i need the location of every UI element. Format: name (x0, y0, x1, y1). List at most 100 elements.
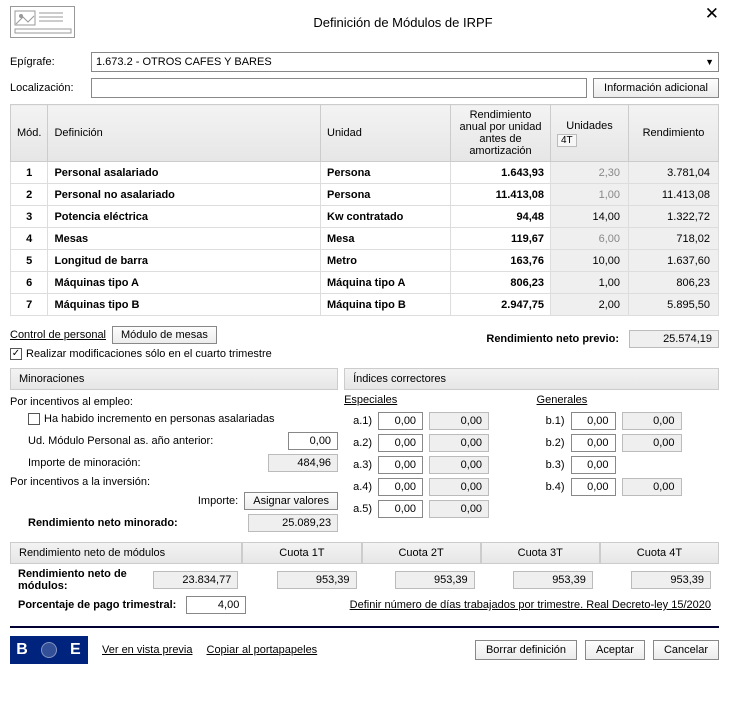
idx-v1[interactable]: 0,00 (378, 478, 423, 496)
table-row[interactable]: 4MesasMesa119,676,00718,02 (11, 228, 719, 250)
cell-mod: 2 (11, 184, 48, 206)
cell-unidad: Persona (321, 184, 451, 206)
cell-rpu: 94,48 (451, 206, 551, 228)
idx-v1[interactable]: 0,00 (378, 500, 423, 518)
idx-v1[interactable]: 0,00 (378, 412, 423, 430)
table-row[interactable]: 1Personal asalariadoPersona1.643,932,303… (11, 162, 719, 184)
cell-unidades[interactable]: 14,00 (551, 206, 629, 228)
cell-unidades[interactable]: 1,00 (551, 184, 629, 206)
table-row[interactable]: 7Máquinas tipo BMáquina tipo B2.947,752,… (11, 294, 719, 316)
idx-v1[interactable]: 0,00 (378, 434, 423, 452)
cell-def: Mesas (48, 228, 321, 250)
idx-v2: 0,00 (429, 412, 489, 430)
vista-previa-link[interactable]: Ver en vista previa (102, 644, 193, 656)
table-row[interactable]: 2Personal no asalariadoPersona11.413,081… (11, 184, 719, 206)
rend-neto-modulos-label: Rendimiento neto de módulos: (18, 568, 153, 592)
cell-unidades[interactable]: 2,00 (551, 294, 629, 316)
generales-label: Generales (537, 394, 588, 406)
copiar-portapapeles-link[interactable]: Copiar al portapapeles (207, 644, 318, 656)
borrar-definicion-button[interactable]: Borrar definición (475, 640, 577, 660)
control-personal-link[interactable]: Control de personal (10, 329, 106, 341)
table-row[interactable]: 3Potencia eléctricaKw contratado94,4814,… (11, 206, 719, 228)
cell-rpu: 2.947,75 (451, 294, 551, 316)
rend-neto-previo-value: 25.574,19 (629, 330, 719, 348)
idx-v1[interactable]: 0,00 (571, 456, 616, 474)
rend-neto-modulos-value: 23.834,77 (153, 571, 238, 589)
incentivos-inversion-label: Por incentivos a la inversión: (10, 476, 338, 488)
cell-mod: 6 (11, 272, 48, 294)
th-rend-unidad[interactable]: Rendimiento anual por unidad antes de am… (451, 105, 551, 162)
idx-v1[interactable]: 0,00 (571, 434, 616, 452)
index-row: a.3)0,000,00 (344, 456, 526, 474)
cell-def: Potencia eléctrica (48, 206, 321, 228)
rend-neto-previo-label: Rendimiento neto previo: (486, 333, 619, 345)
idx-label: a.5) (344, 503, 372, 515)
cell-rpu: 11.413,08 (451, 184, 551, 206)
boe-logo: BE (10, 636, 88, 664)
minoraciones-header: Minoraciones (10, 368, 338, 390)
table-row[interactable]: 6Máquinas tipo AMáquina tipo A806,231,00… (11, 272, 719, 294)
indices-header: Índices correctores (344, 368, 719, 390)
cancelar-button[interactable]: Cancelar (653, 640, 719, 660)
cell-unidades[interactable]: 10,00 (551, 250, 629, 272)
epigrafe-select[interactable]: 1.673.2 - OTROS CAFES Y BARES ▼ (91, 52, 719, 72)
cell-def: Máquinas tipo A (48, 272, 321, 294)
idx-v2: 0,00 (622, 412, 682, 430)
ud-modulo-anterior-label: Ud. Módulo Personal as. año anterior: (28, 435, 213, 447)
idx-v1[interactable]: 0,00 (378, 456, 423, 474)
idx-label: b.4) (537, 481, 565, 493)
localizacion-label: Localización: (10, 82, 85, 94)
cell-unidad: Persona (321, 162, 451, 184)
info-adicional-button[interactable]: Información adicional (593, 78, 719, 98)
incremento-asalariadas-checkbox[interactable]: Ha habido incremento en personas asalari… (28, 413, 275, 425)
importe-label: Importe: (198, 495, 238, 507)
definir-dias-link[interactable]: Definir número de días trabajados por tr… (350, 599, 711, 611)
porcentaje-input[interactable]: 4,00 (186, 596, 246, 614)
cell-unidad: Máquina tipo B (321, 294, 451, 316)
index-row: a.2)0,000,00 (344, 434, 526, 452)
table-row[interactable]: 5Longitud de barraMetro163,7610,001.637,… (11, 250, 719, 272)
localizacion-input[interactable] (91, 78, 587, 98)
th-definicion[interactable]: Definición (48, 105, 321, 162)
cell-mod: 7 (11, 294, 48, 316)
aceptar-button[interactable]: Aceptar (585, 640, 645, 660)
cell-unidad: Mesa (321, 228, 451, 250)
idx-v1[interactable]: 0,00 (571, 478, 616, 496)
cell-unidad: Metro (321, 250, 451, 272)
cell-rendimiento: 1.322,72 (629, 206, 719, 228)
asignar-valores-button[interactable]: Asignar valores (244, 492, 338, 510)
cell-rendimiento: 3.781,04 (629, 162, 719, 184)
cuota-4t-value: 953,39 (631, 571, 711, 589)
cell-rendimiento: 1.637,60 (629, 250, 719, 272)
realizar-mod-4t-checkbox[interactable]: ✓ Realizar modificaciones sólo en el cua… (10, 348, 272, 360)
idx-label: a.1) (344, 415, 372, 427)
index-row: b.4)0,000,00 (537, 478, 719, 496)
cell-unidades[interactable]: 2,30 (551, 162, 629, 184)
close-button[interactable]: ✕ (705, 4, 719, 24)
rend-neto-minorado-label: Rendimiento neto minorado: (28, 517, 178, 529)
importe-minoracion-value: 484,96 (268, 454, 338, 472)
th-unidad[interactable]: Unidad (321, 105, 451, 162)
index-row: a.1) 0,00 0,00 (344, 412, 526, 430)
porcentaje-label: Porcentaje de pago trimestral: (18, 599, 176, 611)
cell-unidades[interactable]: 1,00 (551, 272, 629, 294)
checkbox-empty-icon (28, 413, 40, 425)
cell-unidad: Kw contratado (321, 206, 451, 228)
modulo-mesas-button[interactable]: Módulo de mesas (112, 326, 217, 344)
cell-mod: 5 (11, 250, 48, 272)
cuota-3t-value: 953,39 (513, 571, 593, 589)
cell-rendimiento: 11.413,08 (629, 184, 719, 206)
index-row: a.4)0,000,00 (344, 478, 526, 496)
cell-unidades[interactable]: 6,00 (551, 228, 629, 250)
index-row: b.1)0,000,00 (537, 412, 719, 430)
th-mod[interactable]: Mód. (11, 105, 48, 162)
ud-modulo-anterior-input[interactable]: 0,00 (288, 432, 338, 450)
cuota-1t-header: Cuota 1T (242, 542, 361, 564)
cuotas-section-header: Rendimiento neto de módulos (10, 542, 242, 564)
idx-v1[interactable]: 0,00 (571, 412, 616, 430)
cuota-4t-header: Cuota 4T (600, 542, 719, 564)
cell-mod: 4 (11, 228, 48, 250)
th-rendimiento[interactable]: Rendimiento (629, 105, 719, 162)
index-row: a.5)0,000,00 (344, 500, 526, 518)
th-unidades[interactable]: Unidades 4T (551, 105, 629, 162)
